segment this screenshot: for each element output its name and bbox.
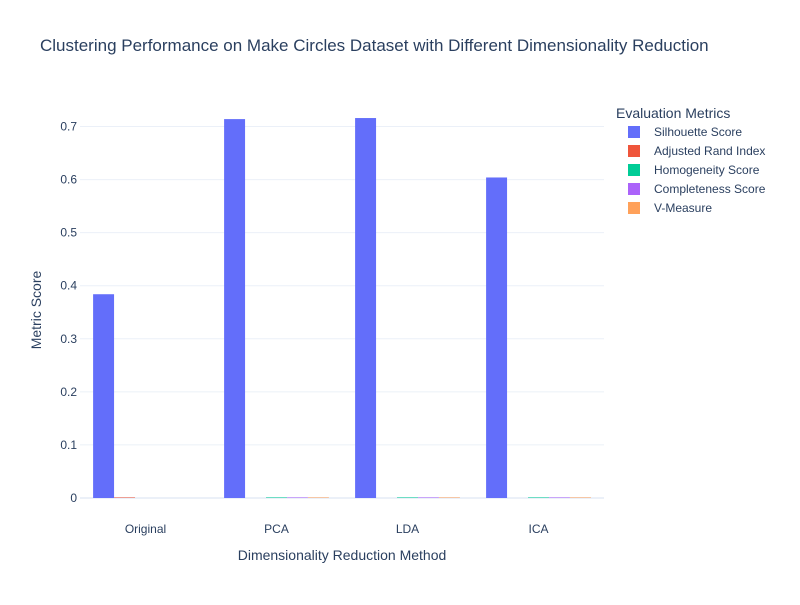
legend-item-label[interactable]: Completeness Score [654,182,766,196]
bar[interactable] [114,497,136,498]
y-tick-label: 0.5 [60,226,77,240]
legend-swatch [628,183,640,195]
legend-items: Silhouette Score Adjusted Rand Index Homog… [628,125,766,215]
legend-item-label[interactable]: Adjusted Rand Index [654,144,765,158]
bar[interactable] [438,497,460,498]
legend-swatch [628,126,640,138]
x-tick-label: PCA [264,522,289,536]
legend-title: Evaluation Metrics [616,105,730,121]
bar[interactable] [224,119,246,498]
x-tick-label: Original [125,522,166,536]
y-axis-ticks: 0 0.1 0.2 0.3 0.4 0.5 0.6 0.7 [60,120,77,505]
x-axis-title: Dimensionality Reduction Method [238,547,447,563]
bar[interactable] [548,497,570,498]
legend-item-label[interactable]: V-Measure [654,201,712,215]
y-tick-label: 0.4 [60,279,77,293]
bar[interactable] [93,294,115,498]
legend-item-label[interactable]: Silhouette Score [654,125,742,139]
x-tick-label: LDA [396,522,419,536]
bar[interactable] [355,118,377,498]
y-axis-title: Metric Score [28,271,44,350]
bar[interactable] [569,497,591,498]
y-tick-label: 0.3 [60,332,77,346]
gridlines [80,126,604,499]
legend-swatch [628,145,640,157]
bar[interactable] [266,497,287,498]
y-tick-label: 0.7 [60,120,77,134]
legend-swatch [628,164,640,176]
x-axis-ticks: Original PCA LDA ICA [125,522,549,536]
y-tick-label: 0.6 [60,173,77,187]
bar[interactable] [486,177,508,498]
chart-title: Clustering Performance on Make Circles D… [40,36,709,55]
y-tick-label: 0.2 [60,385,77,399]
bar[interactable] [307,497,329,498]
y-tick-label: 0.1 [60,438,77,452]
bars [93,118,591,498]
legend-swatch [628,202,640,214]
y-tick-label: 0 [70,491,77,505]
bar[interactable] [397,497,418,498]
legend: Evaluation Metrics Silhouette Score Adjus… [616,105,766,215]
legend-item-label[interactable]: Homogeneity Score [654,163,760,177]
x-tick-label: ICA [528,522,548,536]
bar[interactable] [417,497,439,498]
bar[interactable] [528,497,549,498]
bar[interactable] [286,497,308,498]
